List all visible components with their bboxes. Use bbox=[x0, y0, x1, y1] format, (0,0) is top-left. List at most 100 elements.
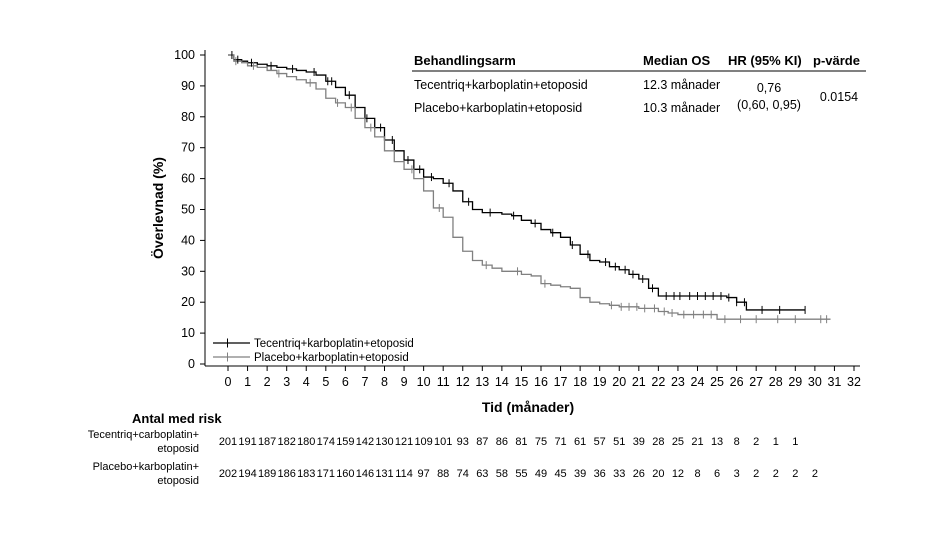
annot-header-hr: HR (95% KI) bbox=[728, 53, 802, 68]
x-ticks: 0 1 2 3 4 5 6 7 8 9 10 11 12 13 14 15 16 17 18 19 20 21 22 23 24… bbox=[225, 366, 861, 389]
risk-value: 8 bbox=[734, 436, 740, 448]
annot-row2-arm: Placebo+karboplatin+etoposid bbox=[414, 101, 582, 115]
x-tick-label: 21 bbox=[632, 375, 646, 389]
x-tick-label: 3 bbox=[283, 375, 290, 389]
annot-row1-median: 12.3 månader bbox=[643, 78, 720, 92]
risk-value: 28 bbox=[652, 436, 664, 448]
x-tick-label: 2 bbox=[264, 375, 271, 389]
y-tick-label: 10 bbox=[181, 326, 195, 340]
risk-value: 114 bbox=[395, 468, 413, 480]
risk-value: 2 bbox=[792, 468, 798, 480]
annot-row2-median: 10.3 månader bbox=[643, 101, 720, 115]
annot-p: 0.0154 bbox=[820, 90, 858, 104]
risk-value: 86 bbox=[496, 436, 508, 448]
annot-ci: (0,60, 0,95) bbox=[737, 98, 801, 112]
x-tick-label: 23 bbox=[671, 375, 685, 389]
y-ticks: 0 10 20 30 40 50 60 70 80 90 100 bbox=[174, 48, 205, 371]
legend-label-tecentriq: Tecentriq+karboplatin+etoposid bbox=[254, 338, 414, 350]
risk-value: 160 bbox=[336, 468, 354, 480]
risk-value: 63 bbox=[476, 468, 488, 480]
risk-value: 51 bbox=[613, 436, 625, 448]
y-tick-label: 60 bbox=[181, 172, 195, 186]
risk-value: 13 bbox=[711, 436, 723, 448]
annot-header-median: Median OS bbox=[643, 53, 711, 68]
x-tick-label: 4 bbox=[303, 375, 310, 389]
legend-mark-tecentriq bbox=[223, 338, 232, 348]
x-tick-label: 25 bbox=[710, 375, 724, 389]
risk-value: 1 bbox=[773, 436, 779, 448]
risk-value: 88 bbox=[437, 468, 449, 480]
risk-value: 2 bbox=[773, 468, 779, 480]
x-tick-label: 27 bbox=[749, 375, 763, 389]
risk-value: 6 bbox=[714, 468, 720, 480]
risk-value: 45 bbox=[554, 468, 566, 480]
annot-hr: 0,76 bbox=[757, 81, 781, 95]
y-tick-label: 80 bbox=[181, 110, 195, 124]
x-tick-label: 31 bbox=[827, 375, 841, 389]
x-axis-label: Tid (månader) bbox=[482, 399, 574, 415]
y-tick-label: 70 bbox=[181, 141, 195, 155]
risk-value: 25 bbox=[672, 436, 684, 448]
risk-value: 131 bbox=[375, 468, 393, 480]
x-tick-label: 32 bbox=[847, 375, 861, 389]
risk-value: 130 bbox=[375, 436, 393, 448]
risk-value: 3 bbox=[734, 468, 740, 480]
risk-value: 121 bbox=[395, 436, 413, 448]
x-tick-label: 7 bbox=[361, 375, 368, 389]
risk-value: 61 bbox=[574, 436, 586, 448]
legend-mark-placebo bbox=[223, 352, 232, 362]
risk-value: 201 bbox=[219, 436, 237, 448]
x-tick-label: 29 bbox=[788, 375, 802, 389]
x-tick-label: 30 bbox=[808, 375, 822, 389]
risk-value: 186 bbox=[278, 468, 296, 480]
risk-value: 97 bbox=[418, 468, 430, 480]
legend: Tecentriq+karboplatin+etoposid Placebo+k… bbox=[213, 338, 414, 364]
risk-value: 81 bbox=[515, 436, 527, 448]
risk-value: 182 bbox=[278, 436, 296, 448]
y-tick-label: 40 bbox=[181, 233, 195, 247]
y-tick-label: 90 bbox=[181, 79, 195, 93]
risk-value: 183 bbox=[297, 468, 315, 480]
risk-value: 2 bbox=[753, 468, 759, 480]
risk-value: 21 bbox=[691, 436, 703, 448]
risk-value: 2 bbox=[753, 436, 759, 448]
x-tick-label: 11 bbox=[437, 375, 450, 389]
x-tick-label: 16 bbox=[534, 375, 548, 389]
x-tick-label: 14 bbox=[495, 375, 509, 389]
x-tick-label: 15 bbox=[514, 375, 528, 389]
x-tick-label: 0 bbox=[225, 375, 232, 389]
risk-value: 171 bbox=[317, 468, 335, 480]
risk-value: 55 bbox=[515, 468, 527, 480]
risk-value: 191 bbox=[238, 436, 256, 448]
x-tick-label: 8 bbox=[381, 375, 388, 389]
x-tick-label: 12 bbox=[456, 375, 470, 389]
risk-value: 180 bbox=[297, 436, 315, 448]
risk-value: 39 bbox=[574, 468, 586, 480]
risk-table: Antal med risk Tecentriq+carboplatin+ et… bbox=[88, 411, 818, 487]
x-tick-label: 28 bbox=[769, 375, 783, 389]
risk-value: 174 bbox=[317, 436, 335, 448]
risk-value: 39 bbox=[633, 436, 645, 448]
y-tick-label: 20 bbox=[181, 295, 195, 309]
risk-value: 26 bbox=[633, 468, 645, 480]
curve-placebo bbox=[228, 54, 831, 320]
risk-value: 71 bbox=[554, 436, 566, 448]
x-tick-label: 5 bbox=[322, 375, 329, 389]
annot-header-p: p-värde bbox=[813, 53, 860, 68]
x-tick-label: 9 bbox=[401, 375, 408, 389]
x-tick-label: 10 bbox=[417, 375, 431, 389]
risk-value: 101 bbox=[434, 436, 452, 448]
risk-value: 187 bbox=[258, 436, 276, 448]
risk-value: 8 bbox=[694, 468, 700, 480]
risk-value: 189 bbox=[258, 468, 276, 480]
y-axis-label: Överlevnad (%) bbox=[150, 157, 166, 259]
risk-row2-label-2: etoposid bbox=[157, 475, 199, 487]
y-tick-label: 100 bbox=[174, 48, 195, 62]
risk-value: 194 bbox=[238, 468, 256, 480]
risk-value: 87 bbox=[476, 436, 488, 448]
risk-values: 201 191 187 182 180 174 159 142 130 121 109 101 93 87… bbox=[219, 436, 818, 480]
x-tick-label: 18 bbox=[573, 375, 587, 389]
x-tick-label: 19 bbox=[593, 375, 607, 389]
x-tick-label: 6 bbox=[342, 375, 349, 389]
risk-value: 49 bbox=[535, 468, 547, 480]
